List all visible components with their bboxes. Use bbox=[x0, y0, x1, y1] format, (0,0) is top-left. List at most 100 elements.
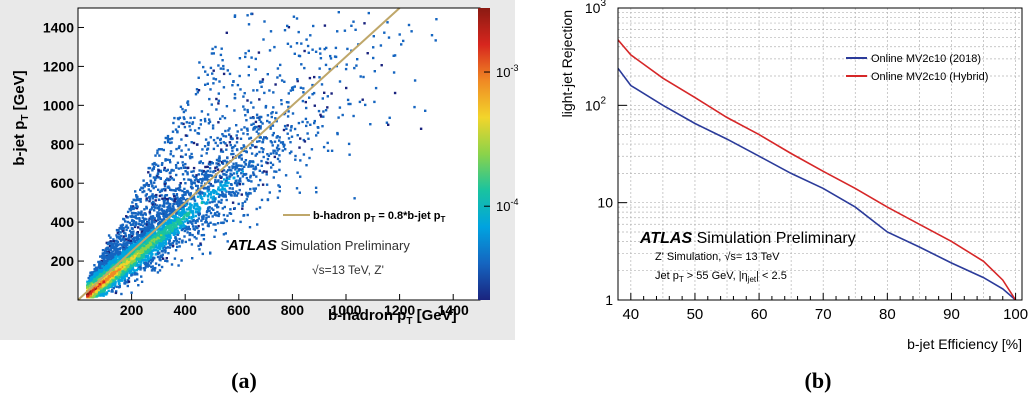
panel-a-heatmap-point bbox=[183, 235, 186, 238]
panel-a-heatmap-point bbox=[138, 250, 142, 253]
panel-a-heatmap-point bbox=[164, 189, 167, 192]
panel-a-heatmap-point bbox=[163, 168, 166, 172]
panel-a-heatmap-point bbox=[176, 196, 179, 199]
panel-a-heatmap-point bbox=[97, 260, 100, 264]
panel-a-heatmap-point bbox=[111, 250, 114, 253]
panel-a-heatmap-point bbox=[341, 113, 344, 117]
panel-a-heatmap-point bbox=[287, 26, 291, 29]
panel-a-heatmap-point bbox=[228, 212, 231, 215]
panel-a-heatmap-point bbox=[172, 206, 175, 209]
panel-a-heatmap-point bbox=[166, 138, 170, 141]
panel-a-heatmap-point bbox=[163, 227, 167, 231]
panel-a-heatmap-point bbox=[156, 271, 160, 274]
panel-a-heatmap-point bbox=[126, 226, 130, 229]
panel-a-heatmap-point bbox=[117, 236, 120, 239]
panel-a-heatmap-point bbox=[181, 195, 185, 198]
panel-a-heatmap-point bbox=[124, 238, 127, 241]
panel-a-heatmap-point bbox=[117, 259, 120, 263]
panel-a-heatmap-point bbox=[265, 183, 269, 186]
panel-a-heatmap-point bbox=[142, 233, 146, 236]
panel-a-heatmap-point bbox=[275, 146, 279, 149]
panel-a-heatmap-point bbox=[151, 169, 154, 172]
panel-a-heatmap-point bbox=[145, 193, 148, 196]
panel-a-heatmap-point bbox=[117, 230, 121, 233]
panel-a-heatmap-point bbox=[189, 233, 192, 236]
panel-a-heatmap-point bbox=[168, 158, 171, 162]
panel-a-heatmap-point bbox=[119, 246, 122, 250]
panel-a-heatmap-point bbox=[181, 202, 184, 205]
panel-a-heatmap-point bbox=[207, 122, 211, 125]
panel-a-heatmap-point bbox=[225, 105, 229, 108]
panel-a-heatmap-point bbox=[108, 245, 112, 248]
panel-a-heatmap-point bbox=[266, 119, 269, 123]
panel-a-heatmap-point bbox=[373, 100, 376, 104]
panel-a-heatmap-point bbox=[124, 242, 127, 246]
panel-a-heatmap-point bbox=[86, 280, 89, 283]
panel-a-heatmap-point bbox=[129, 252, 132, 255]
panel-a-heatmap-point bbox=[108, 275, 111, 278]
panel-a-heatmap-point bbox=[162, 233, 165, 236]
panel-a-heatmap-point bbox=[147, 221, 151, 225]
panel-a-heatmap-point bbox=[127, 269, 130, 272]
panel-a-heatmap-point bbox=[121, 223, 125, 226]
panel-a-heatmap-point bbox=[264, 106, 267, 109]
panel-a-heatmap-point bbox=[276, 149, 279, 152]
panel-a-heatmap-point bbox=[278, 160, 281, 163]
panel-a-heatmap-point bbox=[222, 159, 225, 163]
panel-a-heatmap-point bbox=[150, 229, 153, 232]
panel-a-heatmap-point bbox=[263, 91, 266, 95]
panel-a-heatmap-point bbox=[202, 65, 205, 69]
panel-a-heatmap-point bbox=[197, 217, 200, 220]
panel-a-heatmap-point bbox=[161, 162, 164, 165]
panel-a-heatmap-point bbox=[222, 221, 225, 224]
panel-a-heatmap-point bbox=[181, 208, 184, 211]
panel-a-heatmap-point bbox=[169, 153, 172, 156]
panel-a-heatmap-point bbox=[372, 46, 375, 49]
panel-a-heatmap-point bbox=[223, 194, 226, 197]
panel-a-heatmap-point bbox=[232, 219, 235, 222]
panel-a-heatmap-point bbox=[222, 67, 225, 71]
panel-a-heatmap-point bbox=[296, 171, 299, 174]
panel-a-heatmap-point bbox=[301, 99, 305, 103]
panel-a-heatmap-point bbox=[298, 146, 301, 149]
panel-a-heatmap-point bbox=[269, 161, 272, 164]
panel-a-heatmap-point bbox=[181, 227, 185, 230]
panel-a-heatmap-point bbox=[238, 74, 241, 78]
panel-a-heatmap-point bbox=[134, 224, 137, 227]
panel-a-heatmap-point bbox=[326, 141, 329, 145]
panel-a-heatmap-point bbox=[125, 228, 128, 232]
panel-a-heatmap-point bbox=[158, 209, 161, 212]
panel-a-heatmap-point bbox=[196, 195, 200, 198]
panel-a-heatmap-point bbox=[402, 39, 405, 43]
panel-a-heatmap-point bbox=[154, 244, 158, 247]
panel-a-heatmap-point bbox=[139, 265, 142, 268]
panel-a-heatmap-point bbox=[147, 238, 151, 242]
panel-a-heatmap-point bbox=[221, 150, 225, 153]
panel-a-heatmap-point bbox=[196, 184, 199, 188]
panel-a-heatmap-point bbox=[175, 228, 178, 231]
panel-a-heatmap-point bbox=[90, 282, 93, 285]
panel-a-heatmap-point bbox=[153, 205, 156, 208]
panel-a-heatmap-point bbox=[101, 291, 104, 295]
panel-a-heatmap-point bbox=[252, 167, 255, 170]
panel-a-heatmap-point bbox=[150, 239, 153, 242]
panel-a-heatmap-point bbox=[223, 218, 227, 221]
panel-a-heatmap-point bbox=[259, 120, 263, 124]
panel-a-heatmap-point bbox=[144, 250, 147, 253]
panel-a-heatmap-point bbox=[196, 219, 199, 222]
panel-a-heatmap-point bbox=[208, 97, 211, 101]
panel-a-heatmap-point bbox=[193, 199, 197, 202]
panel-a-heatmap-point bbox=[231, 201, 235, 204]
panel-a-heatmap-point bbox=[313, 119, 316, 123]
panel-a-heatmap-point bbox=[307, 51, 310, 54]
panel-a-heatmap-point bbox=[278, 154, 281, 157]
panel-a-heatmap-point bbox=[260, 159, 263, 163]
panel-a-heatmap-point bbox=[225, 173, 228, 177]
panel-a-heatmap-point bbox=[221, 162, 225, 165]
panel-a-heatmap-point bbox=[260, 85, 263, 88]
panel-a-heatmap-point bbox=[130, 252, 133, 256]
panel-a-heatmap-point bbox=[122, 238, 125, 241]
panel-a-heatmap-point bbox=[90, 273, 93, 276]
panel-a-heatmap-point bbox=[207, 222, 210, 226]
panel-a-heatmap-point bbox=[191, 233, 194, 237]
